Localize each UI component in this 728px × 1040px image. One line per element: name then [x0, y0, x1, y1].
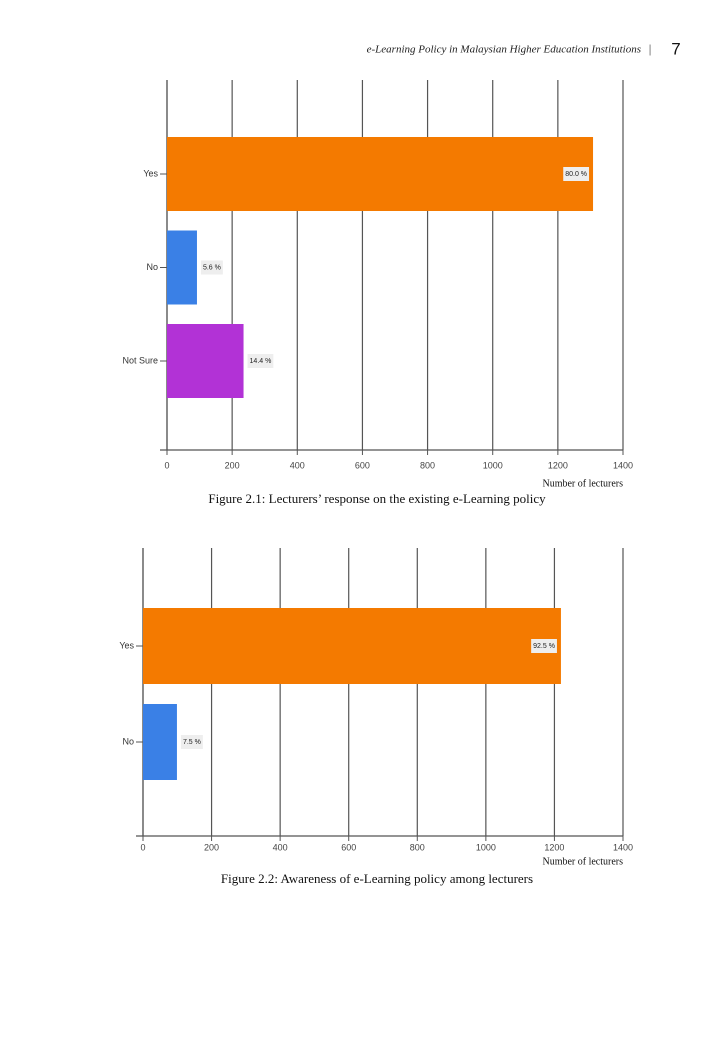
x-tick-label: 1000	[476, 842, 496, 852]
x-tick-label: 1400	[613, 842, 633, 852]
axis-title: Number of lecturers	[542, 856, 623, 867]
value-label: 92.5 %	[533, 643, 555, 650]
bar	[143, 704, 177, 780]
x-tick-label: 200	[225, 460, 240, 470]
separator: |	[649, 41, 652, 56]
page-number: 7	[671, 39, 680, 58]
x-tick-label: 0	[140, 842, 145, 852]
value-label-bg	[180, 735, 203, 749]
figure-caption: Figure 2.1: Lecturers’ response on the e…	[208, 491, 546, 506]
x-tick-label: 200	[204, 842, 219, 852]
axis-title: Number of lecturers	[542, 478, 623, 489]
x-tick-label: 600	[355, 460, 370, 470]
x-tick-label: 1400	[613, 460, 633, 470]
y-tick-label: Yes	[119, 640, 134, 650]
x-tick-label: 1000	[483, 460, 503, 470]
running-title: e-Learning Policy in Malaysian Higher Ed…	[367, 44, 641, 56]
y-tick-label: No	[122, 736, 134, 746]
x-tick-label: 0	[164, 460, 169, 470]
x-tick-label: 800	[420, 460, 435, 470]
value-label: 7.5 %	[183, 739, 201, 746]
bar	[167, 324, 244, 398]
value-label: 14.4 %	[250, 358, 272, 365]
x-tick-label: 1200	[544, 842, 564, 852]
y-tick-label: Yes	[143, 168, 158, 178]
x-tick-label: 600	[341, 842, 356, 852]
value-label-bg	[247, 354, 274, 368]
x-tick-label: 400	[273, 842, 288, 852]
value-label-bg	[531, 639, 557, 653]
x-tick-label: 1200	[548, 460, 568, 470]
value-label-bg	[200, 260, 223, 275]
x-tick-label: 400	[290, 460, 305, 470]
x-tick-label: 800	[410, 842, 425, 852]
bar	[167, 137, 594, 211]
figure-caption: Figure 2.2: Awareness of e-Learning poli…	[221, 871, 533, 886]
bar	[143, 608, 561, 684]
bar	[167, 230, 197, 305]
value-label: 80.0 %	[565, 171, 587, 178]
value-label-bg	[563, 167, 590, 181]
y-tick-label: No	[146, 262, 158, 272]
y-tick-label: Not Sure	[122, 355, 158, 365]
value-label: 5.6 %	[203, 264, 221, 271]
